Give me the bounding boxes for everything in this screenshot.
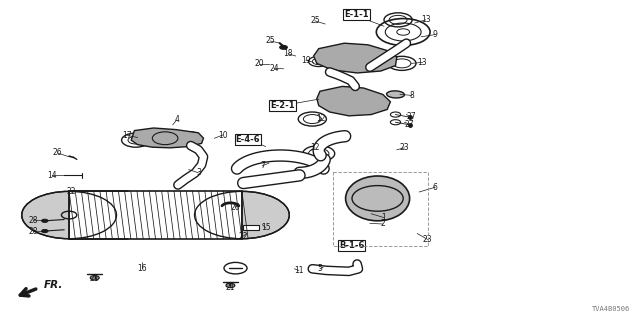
Bar: [333, 172, 428, 246]
Text: 7: 7: [260, 161, 265, 170]
Text: 25: 25: [310, 16, 320, 25]
Text: 13: 13: [420, 15, 431, 24]
Text: E-2-1: E-2-1: [270, 101, 294, 110]
Circle shape: [42, 219, 48, 222]
Text: FR.: FR.: [44, 280, 63, 291]
Text: 24: 24: [269, 64, 279, 73]
Text: 13: 13: [417, 58, 428, 67]
Circle shape: [226, 283, 235, 288]
Ellipse shape: [181, 132, 200, 145]
Text: 12: 12: [310, 143, 319, 152]
Text: 14: 14: [47, 171, 58, 180]
Circle shape: [42, 229, 48, 233]
Text: 19: 19: [301, 56, 311, 65]
Wedge shape: [22, 191, 69, 239]
Text: 27: 27: [406, 112, 416, 121]
Polygon shape: [314, 43, 397, 73]
Circle shape: [280, 45, 287, 49]
Text: 10: 10: [218, 131, 228, 140]
Text: E-4-6: E-4-6: [236, 135, 260, 144]
Text: 18: 18: [284, 49, 292, 58]
Ellipse shape: [387, 91, 404, 98]
Text: 22: 22: [67, 188, 76, 196]
Text: TVA4B0506: TVA4B0506: [592, 306, 630, 312]
Text: 28: 28: [29, 227, 38, 236]
Wedge shape: [242, 191, 289, 239]
Text: 15: 15: [260, 223, 271, 232]
Ellipse shape: [346, 176, 410, 221]
Text: 11: 11: [294, 266, 303, 275]
Text: 16: 16: [137, 264, 147, 273]
Text: 25: 25: [265, 36, 275, 45]
Text: E-1-1: E-1-1: [344, 10, 369, 19]
Text: 26: 26: [52, 148, 63, 157]
Polygon shape: [131, 128, 204, 148]
Text: 26: 26: [230, 203, 241, 212]
Text: 21: 21: [90, 274, 99, 283]
Text: 6: 6: [433, 183, 438, 192]
Text: B-1-6: B-1-6: [339, 241, 365, 250]
Text: 22: 22: [239, 232, 248, 241]
Text: 23: 23: [422, 235, 433, 244]
Text: 9: 9: [433, 30, 438, 39]
Bar: [243, 225, 259, 230]
Text: 5: 5: [317, 264, 323, 273]
Bar: [69, 191, 242, 239]
Text: 21: 21: [226, 283, 235, 292]
Text: 4: 4: [174, 116, 179, 124]
Text: 27: 27: [404, 120, 415, 129]
Text: 8: 8: [409, 91, 414, 100]
Text: 3: 3: [196, 168, 201, 177]
Circle shape: [90, 276, 99, 280]
Text: 20: 20: [254, 60, 264, 68]
Text: 23: 23: [399, 143, 410, 152]
Text: 28: 28: [29, 216, 38, 225]
Text: 2: 2: [380, 220, 385, 228]
Text: 1: 1: [381, 213, 387, 222]
Text: 12: 12: [317, 114, 326, 123]
Text: 17: 17: [122, 131, 132, 140]
Polygon shape: [317, 86, 390, 116]
